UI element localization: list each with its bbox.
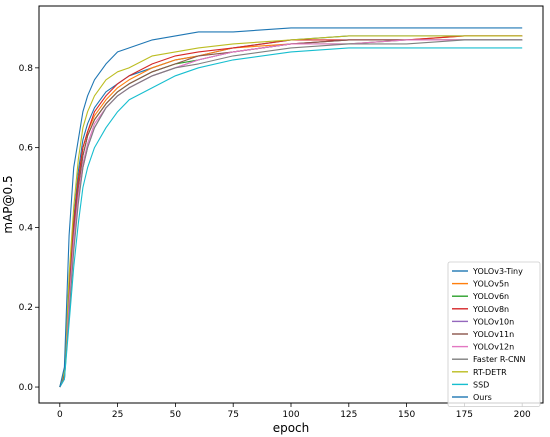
legend-label-7: Faster R-CNN: [473, 355, 526, 364]
legend-label-0: YOLOv3-Tiny: [472, 267, 523, 276]
series-line-5: [59, 39, 523, 388]
y-tick-label: 0.0: [19, 383, 34, 393]
x-tick-label: 200: [514, 410, 531, 420]
legend-label-10: Ours: [473, 393, 492, 402]
y-tick-label: 0.6: [19, 144, 34, 154]
x-axis-title: epoch: [273, 421, 310, 435]
x-tick-label: 100: [282, 410, 299, 420]
x-tick-label: 175: [456, 410, 473, 420]
legend-label-4: YOLOv10n: [472, 317, 514, 326]
legend-label-9: SSD: [473, 380, 489, 389]
series-line-3: [59, 35, 523, 388]
y-tick-label: 0.2: [19, 303, 33, 313]
x-tick-label: 75: [227, 410, 238, 420]
legend-label-3: YOLOv8n: [472, 305, 509, 314]
legend-box: [447, 261, 541, 408]
x-tick-label: 50: [170, 410, 182, 420]
series-line-8: [59, 35, 523, 388]
y-tick-label: 0.4: [19, 223, 34, 233]
x-tick-label: 25: [112, 410, 123, 420]
legend: YOLOv3-Tiny YOLOv5n YOLOv6n YOLOv8n YOLOv10n…: [447, 261, 541, 408]
x-tick-label: 125: [340, 410, 357, 420]
y-axis-title: mAP@0.5: [1, 175, 15, 233]
series-layer: [59, 27, 523, 388]
y-ticks: 0.0 0.2 0.4 0.6 0.8: [19, 64, 39, 393]
x-ticks: 0 25 50 75 100 125 150 175 200: [57, 403, 531, 420]
y-tick-label: 0.8: [19, 64, 34, 74]
legend-label-1: YOLOv5n: [472, 280, 509, 289]
legend-label-5: YOLOv11n: [472, 330, 514, 339]
series-line-9: [59, 47, 523, 388]
legend-label-6: YOLOv12n: [472, 343, 514, 352]
series-line-7: [59, 39, 523, 388]
legend-label-2: YOLOv6n: [472, 292, 509, 301]
x-tick-label: 0: [57, 410, 63, 420]
legend-label-8: RT-DETR: [473, 368, 507, 377]
x-tick-label: 150: [398, 410, 415, 420]
series-line-10: [59, 27, 523, 388]
